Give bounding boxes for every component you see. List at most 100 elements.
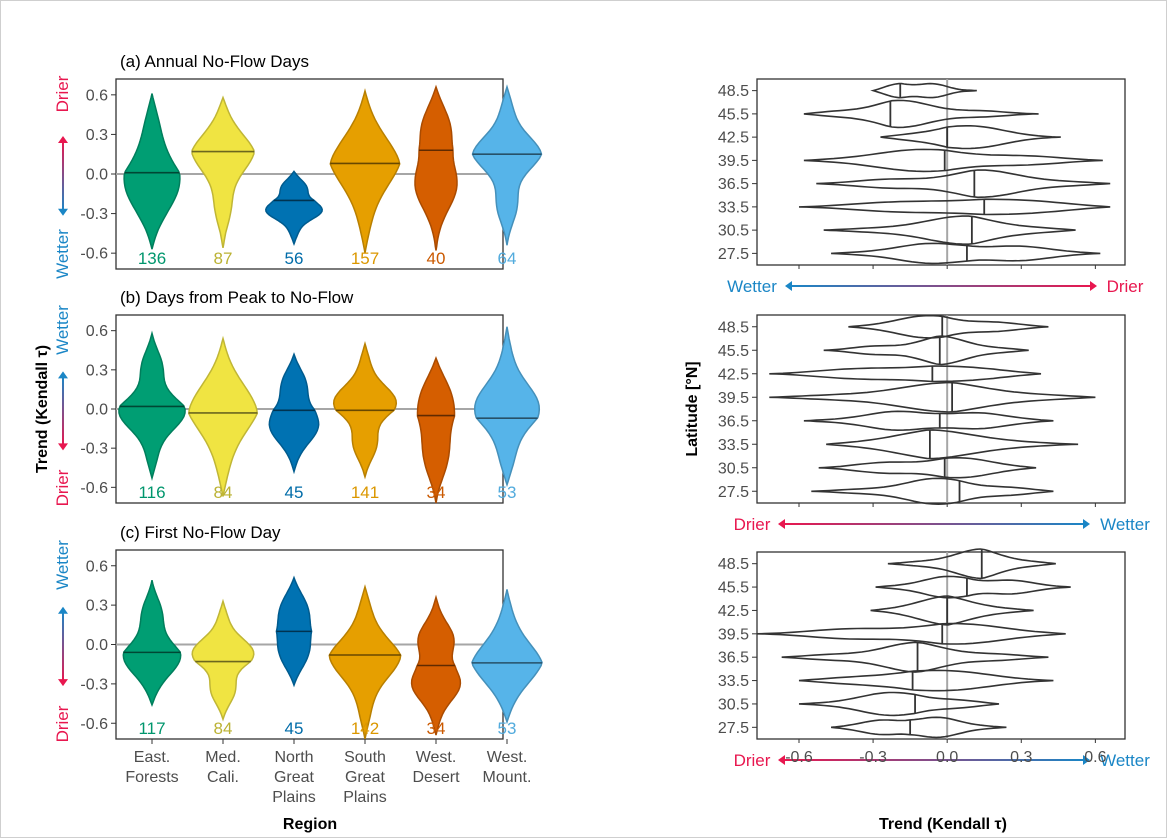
panel-3-direction-top: Wetter — [53, 540, 72, 590]
panel-1-count: 56 — [285, 249, 304, 268]
panel-2-direction-top: Wetter — [53, 305, 72, 355]
lat-xtick-label: -0.6 — [785, 749, 813, 766]
lat-panel-2-ytick-label: 42.5 — [718, 366, 749, 383]
region-label: Mount. — [483, 769, 532, 786]
panel-1-violin — [329, 88, 401, 254]
region-label: West. — [487, 749, 528, 766]
lat-panel-2-violin — [818, 457, 1037, 479]
lat-xtick-label: -0.3 — [859, 749, 887, 766]
lat-panel-1-violin — [798, 198, 1111, 216]
panel-1-ytick-label: -0.6 — [80, 246, 108, 263]
lat-panel-2-ytick-label: 30.5 — [718, 460, 749, 477]
region-label: East. — [134, 749, 170, 766]
right-ylabel: Latitude [°N] — [684, 361, 701, 456]
lat-panel-3-arrowhead-left — [778, 755, 785, 765]
panel-3-count: 117 — [138, 719, 165, 738]
panel-3-arrowhead-top — [58, 606, 68, 614]
lat-panel-3-ytick-label: 30.5 — [718, 696, 749, 713]
panel-1-arrowhead-bottom — [58, 208, 68, 216]
panel-3-ytick-label: -0.6 — [80, 716, 108, 733]
lat-panel-1-ytick-label: 33.5 — [718, 199, 749, 216]
lat-panel-2-ytick-label: 39.5 — [718, 390, 749, 407]
lat-panel-3-frame — [756, 551, 1126, 740]
left-xlabel: Region — [283, 816, 337, 833]
panel-1-violin — [123, 93, 181, 250]
panel-2-ytick-label: 0.6 — [86, 323, 108, 340]
region-label: Med. — [205, 749, 241, 766]
lat-panel-2-violin — [848, 314, 1049, 339]
panel-3-ytick-label: 0.0 — [86, 637, 108, 654]
region-label: Great — [345, 769, 386, 786]
lat-panel-2-arrowhead-left — [778, 519, 785, 529]
panel-3-count: 84 — [214, 719, 233, 738]
lat-panel-2-ytick-label: 27.5 — [718, 484, 749, 501]
panel-1-count: 64 — [498, 249, 517, 268]
lat-panel-2-violin — [769, 365, 1042, 383]
panel-2-ytick-label: 0.0 — [86, 402, 108, 419]
lat-panel-3-ytick-label: 36.5 — [718, 650, 749, 667]
lat-panel-3-violin — [870, 595, 1034, 626]
panel-1-count: 87 — [214, 249, 233, 268]
region-label: North — [274, 749, 313, 766]
panel-1-title: (a) Annual No-Flow Days — [120, 52, 309, 71]
panel-2-violin — [268, 352, 320, 475]
region-label: South — [344, 749, 386, 766]
lat-panel-1-ytick-label: 30.5 — [718, 223, 749, 240]
panel-2-count: 116 — [138, 483, 165, 502]
panel-2-direction-bottom: Drier — [53, 469, 72, 506]
lat-panel-2-direction-left: Drier — [734, 515, 771, 534]
lat-panel-1-direction-right: Drier — [1107, 277, 1144, 296]
lat-panel-2-violin — [823, 335, 1029, 366]
region-label: Great — [274, 769, 315, 786]
lat-panel-3-ytick-label: 42.5 — [718, 603, 749, 620]
panel-2-count: 84 — [214, 483, 233, 502]
panel-1-direction-bottom: Wetter — [53, 229, 72, 279]
panel-3-title: (c) First No-Flow Day — [120, 523, 281, 542]
panel-2-violin — [473, 326, 541, 488]
panel-3-direction-bottom: Drier — [53, 705, 72, 742]
lat-panel-2-ytick-label: 48.5 — [718, 319, 749, 336]
lat-panel-1-ytick-label: 42.5 — [718, 130, 749, 147]
panel-3-arrowhead-bottom — [58, 679, 68, 687]
lat-panel-3-ytick-label: 39.5 — [718, 626, 749, 643]
lat-panel-3-direction-right: Wetter — [1100, 751, 1150, 770]
panel-3-count: 34 — [427, 719, 446, 738]
region-label: Desert — [412, 769, 460, 786]
region-label: Plains — [272, 789, 316, 806]
panel-2-count: 53 — [498, 483, 517, 502]
lat-panel-3-arrowhead-right — [1083, 755, 1090, 765]
panel-3-ytick-label: 0.3 — [86, 598, 108, 615]
lat-panel-1-violin — [803, 148, 1103, 173]
lat-panel-2-ytick-label: 33.5 — [718, 437, 749, 454]
lat-xtick-label: 0.3 — [1010, 749, 1032, 766]
lat-panel-2-ytick-label: 45.5 — [718, 343, 749, 360]
region-label: Cali. — [207, 769, 239, 786]
lat-panel-1-arrowhead-right — [1090, 281, 1097, 291]
panel-3-ytick-label: 0.6 — [86, 558, 108, 575]
panel-1-violin — [414, 84, 458, 251]
panel-2-count: 34 — [427, 483, 446, 502]
panel-2-arrowhead-bottom — [58, 443, 68, 451]
panel-1-ytick-label: 0.3 — [86, 127, 108, 144]
lat-panel-1-violin — [823, 215, 1076, 246]
panel-2-count: 141 — [351, 483, 379, 502]
lat-panel-1-ytick-label: 39.5 — [718, 153, 749, 170]
panel-1-arrowhead-top — [58, 136, 68, 143]
panel-1-count: 40 — [427, 249, 446, 268]
lat-panel-3-violin — [781, 641, 1049, 673]
lat-xtick-label: 0.6 — [1084, 749, 1106, 766]
panel-3-count: 45 — [285, 719, 304, 738]
panel-1-violin — [191, 95, 255, 249]
panel-2-arrowhead-top — [58, 371, 68, 379]
lat-panel-1-ytick-label: 27.5 — [718, 246, 749, 263]
lat-panel-3-violin — [887, 548, 1056, 580]
lat-panel-3-ytick-label: 45.5 — [718, 580, 749, 597]
region-label: Forests — [125, 769, 178, 786]
lat-panel-1-violin — [816, 169, 1111, 199]
panel-1-ytick-label: 0.0 — [86, 167, 108, 184]
panel-1-violin — [265, 170, 323, 246]
lat-panel-2-violin — [826, 429, 1079, 460]
panel-2-ytick-label: -0.3 — [80, 441, 108, 458]
panel-3-count: 142 — [351, 719, 379, 738]
